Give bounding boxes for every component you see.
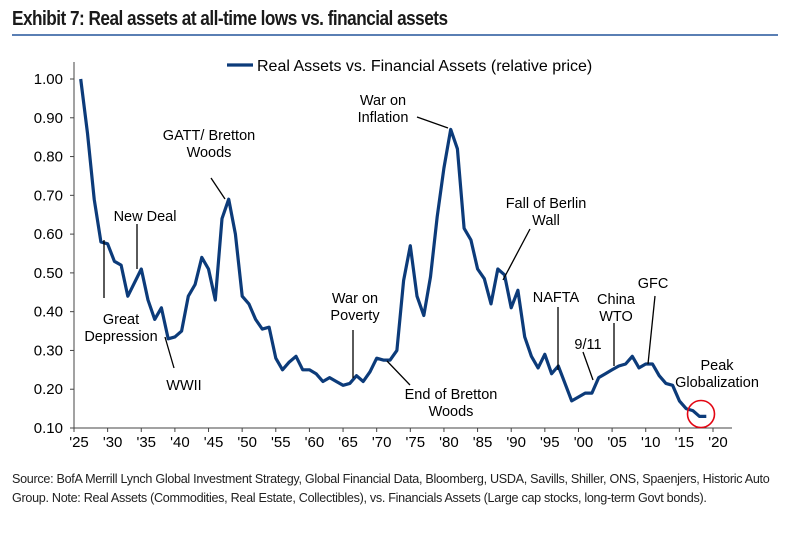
annotation-wwii: WWII bbox=[166, 378, 201, 394]
x-tick-label: '30 bbox=[103, 434, 123, 451]
annotation-leader-gfc bbox=[647, 295, 656, 365]
annotation-9-11: 9/11 bbox=[574, 337, 601, 353]
x-tick-label: '25 bbox=[69, 434, 89, 451]
x-tick-label: '20 bbox=[708, 434, 728, 451]
peak-globalization-circle bbox=[686, 399, 716, 429]
annotation-peak-globalization: Peak bbox=[700, 358, 734, 374]
x-tick-label: '15 bbox=[675, 434, 695, 451]
annotation-war-on-poverty: War on bbox=[332, 291, 378, 307]
x-tick-label: '00 bbox=[574, 434, 594, 451]
y-tick-label: 0.50 bbox=[34, 265, 63, 282]
annotation-china-wto: China bbox=[597, 292, 636, 308]
annotation-war-on-inflation: Inflation bbox=[358, 110, 409, 126]
x-tick-label: '50 bbox=[237, 434, 257, 451]
y-tick-label: 0.60 bbox=[34, 226, 63, 243]
annotation-great-depression: Depression bbox=[84, 329, 157, 345]
title-underline bbox=[12, 34, 778, 36]
annotation-leader-9-11 bbox=[582, 351, 594, 381]
annotation-new-deal: New Deal bbox=[114, 209, 177, 225]
annotation-leader-war-on-inflation bbox=[416, 116, 449, 129]
annotation-nafta: NAFTA bbox=[533, 290, 580, 306]
y-tick-label: 0.70 bbox=[34, 187, 63, 204]
source-note: Source: BofA Merrill Lynch Global Invest… bbox=[12, 472, 770, 505]
annotation-gatt: GATT/ Bretton bbox=[163, 128, 255, 144]
y-tick-label: 0.90 bbox=[34, 110, 63, 127]
exhibit-title: Exhibit 7: Real assets at all-time lows … bbox=[12, 8, 448, 30]
x-tick-label: '55 bbox=[271, 434, 291, 451]
x-tick-label: '75 bbox=[406, 434, 426, 451]
annotation-war-on-poverty: Poverty bbox=[330, 308, 380, 324]
legend-label: Real Assets vs. Financial Assets (relati… bbox=[257, 58, 592, 75]
x-tick-label: '35 bbox=[136, 434, 156, 451]
x-tick-label: '60 bbox=[305, 434, 325, 451]
annotation-peak-globalization: Globalization bbox=[675, 375, 759, 391]
annotation-fall-of-berlin-wall: Fall of Berlin bbox=[506, 196, 587, 212]
annotation-leader-fall-of-berlin-wall bbox=[502, 228, 531, 281]
annotation-gfc: GFC bbox=[638, 276, 669, 292]
x-tick-label: '90 bbox=[506, 434, 526, 451]
x-tick-label: '70 bbox=[372, 434, 392, 451]
y-tick-label: 0.30 bbox=[34, 342, 63, 359]
line-chart: 0.10 0.20 0.30 0.40 0.50 0.60 0.70 0.80 0.90 1.00… bbox=[34, 58, 759, 451]
annotation-china-wto: WTO bbox=[599, 309, 633, 325]
annotation-leader-wwii bbox=[164, 336, 175, 369]
annotation-great-depression: Great bbox=[103, 312, 139, 328]
y-tick-label: 1.00 bbox=[34, 71, 63, 88]
x-tick-label: '95 bbox=[540, 434, 560, 451]
annotation-end-of-bretton-woods: End of Bretton bbox=[405, 387, 498, 403]
x-tick-label: '05 bbox=[607, 434, 627, 451]
x-tick-label: '85 bbox=[473, 434, 493, 451]
annotation-war-on-inflation: War on bbox=[360, 93, 406, 109]
annotation-end-of-bretton-woods: Woods bbox=[429, 404, 474, 420]
y-tick-label: 0.40 bbox=[34, 304, 63, 321]
y-tick-label: 0.80 bbox=[34, 149, 63, 166]
y-tick-label: 0.20 bbox=[34, 381, 63, 398]
annotation-leader-end-of-bretton-woods bbox=[386, 360, 411, 386]
x-tick-label: '65 bbox=[338, 434, 358, 451]
annotation-leader-gatt bbox=[210, 177, 226, 200]
x-tick-label: '10 bbox=[641, 434, 661, 451]
x-tick-label: '40 bbox=[170, 434, 190, 451]
y-tick-label: 0.10 bbox=[34, 420, 63, 437]
x-tick-label: '80 bbox=[439, 434, 459, 451]
annotation-fall-of-berlin-wall: Wall bbox=[532, 213, 560, 229]
x-tick-label: '45 bbox=[204, 434, 224, 451]
annotation-gatt: Woods bbox=[187, 145, 232, 161]
